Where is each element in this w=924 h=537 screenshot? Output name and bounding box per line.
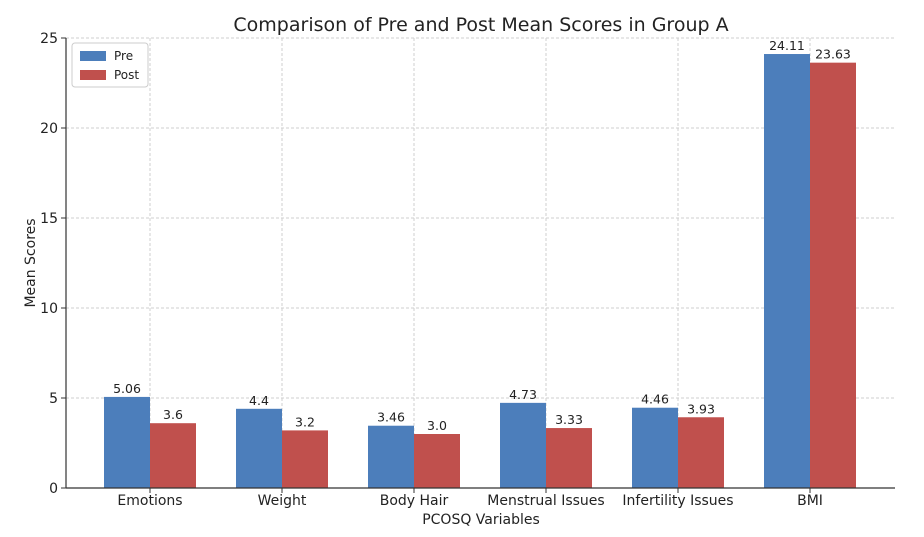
y-tick-label: 25: [40, 31, 58, 47]
bar-post-emotions: [150, 423, 196, 488]
data-label: 3.6: [163, 407, 183, 422]
x-tick-label: BMI: [797, 493, 823, 509]
bar-pre-menstrual-issues: [500, 402, 546, 488]
x-tick-label: Body Hair: [380, 493, 449, 509]
data-label: 4.4: [249, 393, 269, 408]
chart-title: Comparison of Pre and Post Mean Scores i…: [233, 14, 728, 36]
bar-pre-weight: [236, 408, 282, 488]
bars: [104, 54, 856, 489]
bar-pre-body-hair: [368, 425, 414, 488]
bar-post-menstrual-issues: [546, 428, 592, 488]
x-tick-label: Infertility Issues: [622, 493, 733, 509]
data-label: 3.93: [687, 401, 715, 416]
data-label: 3.0: [427, 418, 447, 433]
bar-post-body-hair: [414, 434, 460, 488]
bar-pre-bmi: [764, 54, 810, 489]
data-label: 4.46: [641, 392, 669, 407]
data-label: 24.11: [769, 38, 805, 53]
bar-post-bmi: [810, 62, 856, 488]
data-labels: 5.06 4.4 3.46 4.73 4.46 24.11 3.6 3.2 3.0 3.33 3.9…: [113, 38, 851, 433]
y-axis-label: Mean Scores: [23, 218, 39, 307]
y-tick-label: 20: [40, 121, 58, 137]
axes: 0 5 10 15 20 25 Emotions Weight Body Hair Menstru…: [40, 31, 895, 509]
bar-pre-infertility-issues: [632, 407, 678, 488]
data-label: 3.33: [555, 412, 583, 427]
data-label: 3.46: [377, 410, 405, 425]
legend-swatch: [80, 51, 106, 61]
data-label: 23.63: [815, 47, 851, 62]
data-label: 4.73: [509, 387, 537, 402]
y-tick-label: 15: [40, 211, 58, 227]
data-label: 3.2: [295, 414, 315, 429]
x-axis-label: PCOSQ Variables: [422, 512, 540, 528]
bar-pre-emotions: [104, 396, 150, 488]
legend: Pre Post: [71, 42, 149, 88]
bar-post-weight: [282, 430, 328, 488]
legend-label: Post: [114, 68, 139, 82]
bar-post-infertility-issues: [678, 417, 724, 488]
y-tick-label: 5: [49, 391, 58, 407]
x-tick-label: Weight: [258, 493, 307, 509]
legend-label: Pre: [114, 49, 133, 63]
x-tick-label: Emotions: [117, 493, 182, 509]
x-tick-label: Menstrual Issues: [487, 493, 604, 509]
legend-swatch: [80, 70, 106, 80]
y-tick-label: 0: [49, 481, 58, 497]
y-tick-label: 10: [40, 301, 58, 317]
data-label: 5.06: [113, 381, 141, 396]
